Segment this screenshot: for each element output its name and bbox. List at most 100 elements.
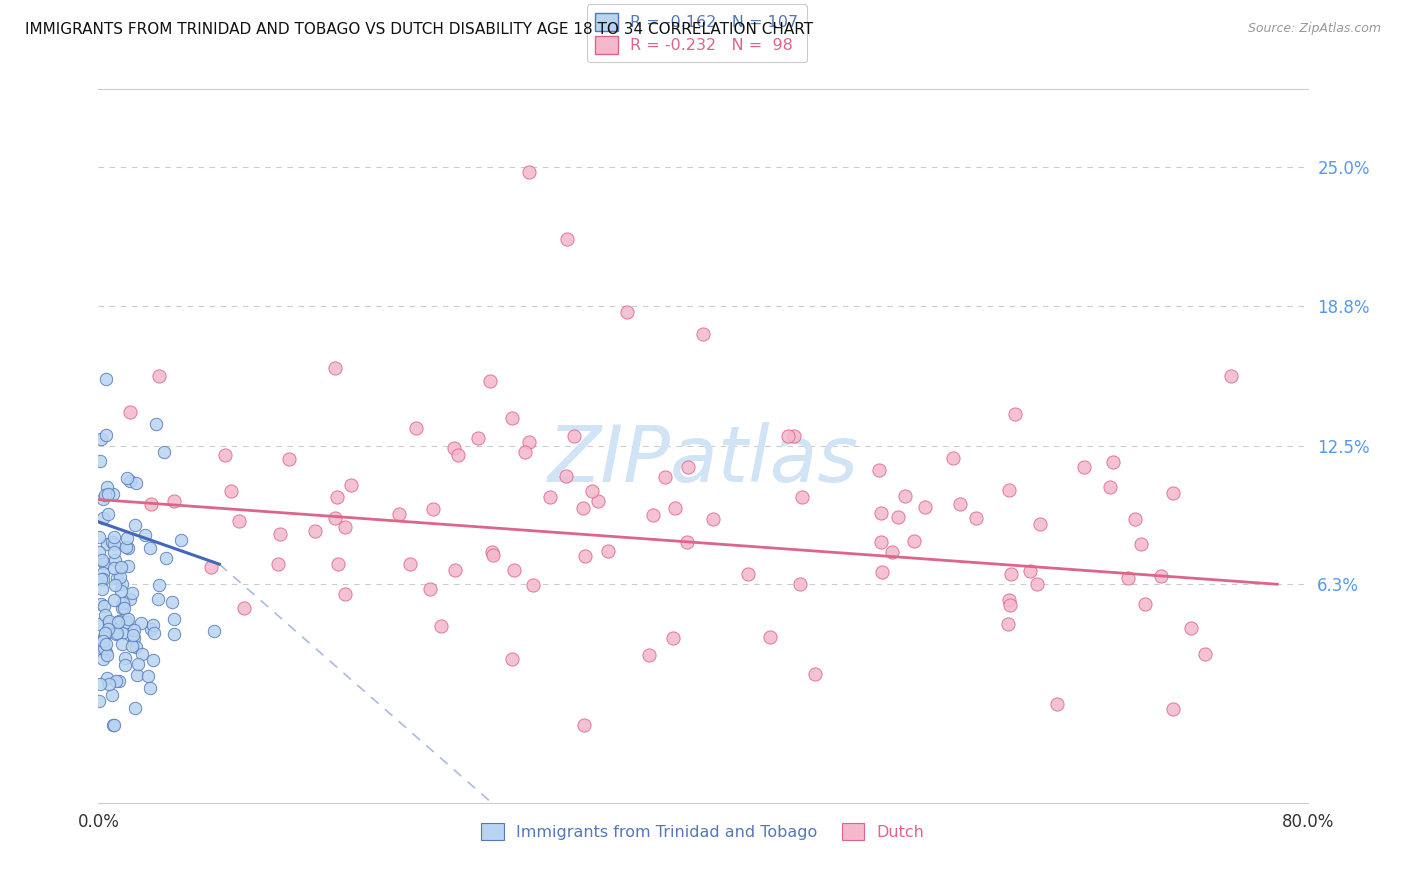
Point bbox=[759, 630, 782, 644]
Point bbox=[111, 596, 134, 610]
Point bbox=[97, 623, 120, 637]
Point bbox=[1046, 697, 1069, 711]
Point bbox=[997, 483, 1019, 497]
Point bbox=[111, 637, 134, 651]
Point bbox=[1099, 480, 1122, 494]
Point bbox=[478, 374, 501, 388]
Point bbox=[148, 369, 170, 384]
Point bbox=[949, 497, 972, 511]
Point bbox=[110, 583, 132, 598]
Point bbox=[153, 445, 176, 459]
Point bbox=[1116, 571, 1139, 585]
Point bbox=[998, 598, 1021, 612]
Point bbox=[107, 615, 129, 629]
Point bbox=[1102, 455, 1125, 469]
Point bbox=[93, 630, 115, 644]
Point bbox=[444, 563, 467, 577]
Point bbox=[96, 480, 118, 494]
Point bbox=[339, 478, 361, 492]
Point bbox=[98, 614, 121, 628]
Point bbox=[138, 541, 160, 556]
Point bbox=[399, 558, 422, 572]
Point bbox=[122, 631, 145, 645]
Point bbox=[572, 500, 595, 515]
Point bbox=[127, 668, 149, 682]
Point bbox=[118, 404, 141, 418]
Point bbox=[103, 537, 125, 551]
Point bbox=[115, 615, 138, 629]
Point bbox=[1194, 647, 1216, 661]
Point bbox=[654, 470, 676, 484]
Point bbox=[776, 428, 799, 442]
Point bbox=[97, 677, 120, 691]
Point bbox=[1125, 511, 1147, 525]
Point bbox=[200, 560, 222, 574]
Point bbox=[228, 514, 250, 528]
Point bbox=[1150, 568, 1173, 582]
Point bbox=[160, 595, 183, 609]
Point bbox=[422, 502, 444, 516]
Point bbox=[121, 585, 143, 599]
Point bbox=[108, 614, 131, 628]
Point bbox=[100, 535, 122, 549]
Point bbox=[997, 616, 1019, 631]
Point bbox=[163, 493, 186, 508]
Point bbox=[326, 490, 349, 504]
Point bbox=[90, 582, 112, 596]
Point bbox=[125, 475, 148, 490]
Point bbox=[870, 565, 893, 579]
Point bbox=[323, 510, 346, 524]
Point bbox=[115, 540, 138, 554]
Point bbox=[91, 566, 114, 580]
Point bbox=[97, 487, 120, 501]
Point bbox=[122, 623, 145, 637]
Point bbox=[87, 617, 110, 632]
Point bbox=[117, 612, 139, 626]
Point bbox=[146, 592, 169, 607]
Point bbox=[131, 647, 153, 661]
Point bbox=[678, 460, 700, 475]
Point bbox=[124, 700, 146, 714]
Point bbox=[110, 560, 132, 574]
Point bbox=[129, 615, 152, 630]
Point bbox=[93, 641, 115, 656]
Point bbox=[93, 634, 115, 648]
Point bbox=[91, 552, 114, 566]
Point bbox=[1029, 516, 1052, 531]
Point bbox=[89, 454, 111, 468]
Point bbox=[111, 626, 134, 640]
Point bbox=[91, 572, 114, 586]
Point bbox=[572, 717, 595, 731]
Point bbox=[638, 648, 661, 662]
Point bbox=[870, 506, 893, 520]
Point bbox=[91, 491, 114, 506]
Point bbox=[111, 600, 134, 615]
Point bbox=[221, 484, 243, 499]
Point bbox=[107, 571, 129, 585]
Point bbox=[574, 549, 596, 563]
Point bbox=[1019, 564, 1042, 578]
Point bbox=[108, 569, 131, 583]
Point bbox=[90, 641, 112, 656]
Point bbox=[1000, 567, 1022, 582]
Point bbox=[96, 645, 118, 659]
Point bbox=[783, 429, 806, 443]
Point bbox=[868, 463, 890, 477]
Point bbox=[269, 526, 291, 541]
Point bbox=[304, 524, 326, 539]
Point bbox=[94, 608, 117, 623]
Point bbox=[104, 553, 127, 567]
Point bbox=[90, 432, 112, 446]
Point bbox=[103, 622, 125, 636]
Text: ZIPatlas: ZIPatlas bbox=[547, 422, 859, 499]
Point bbox=[598, 544, 620, 558]
Point bbox=[1161, 485, 1184, 500]
Point bbox=[90, 597, 112, 611]
Point bbox=[429, 619, 451, 633]
Point bbox=[145, 417, 167, 431]
Point bbox=[880, 545, 903, 559]
Point bbox=[104, 577, 127, 591]
Point bbox=[277, 452, 299, 467]
Point bbox=[266, 558, 288, 572]
Point bbox=[335, 586, 357, 600]
